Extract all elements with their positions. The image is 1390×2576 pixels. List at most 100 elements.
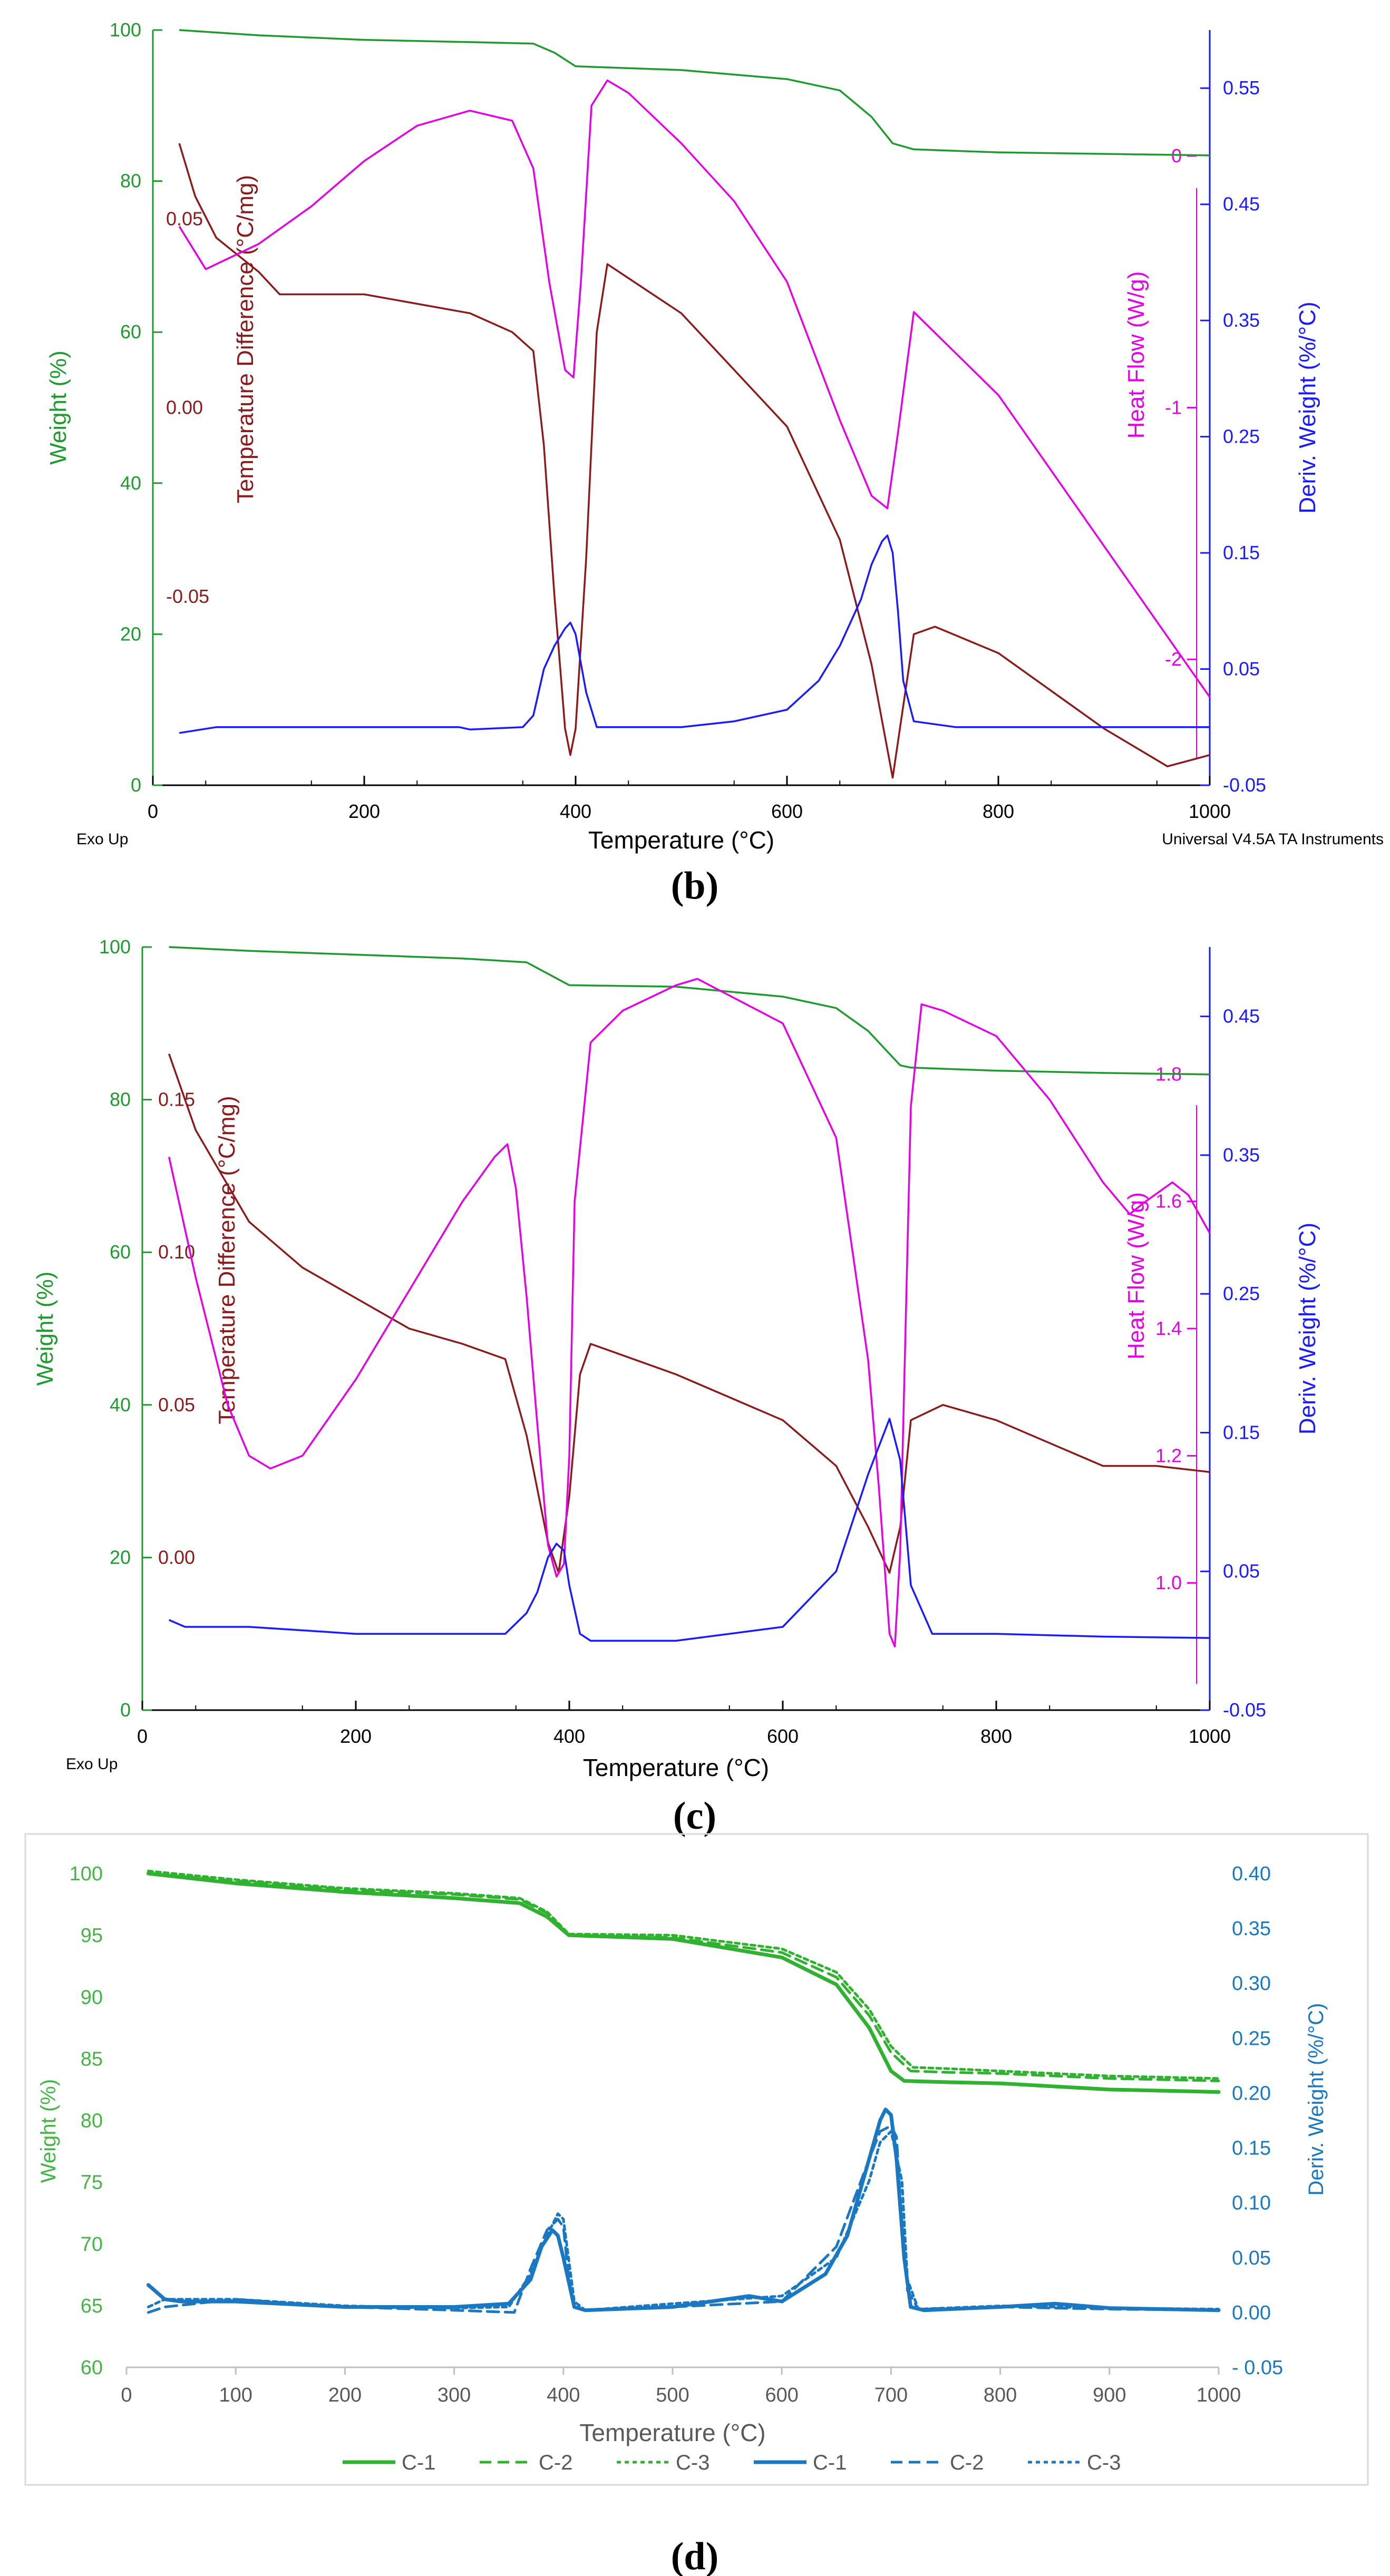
temp-diff-tick-label: 0.05 [166,208,203,229]
right-tick-label: 0.45 [1223,1006,1260,1027]
series-left-c-1-line [146,1871,1221,2094]
deriv-axis-title: Deriv. Weight (%/°C) [1295,1223,1320,1435]
left-tick-label: 90 [81,1986,103,2008]
x-tick-label: 400 [560,801,591,822]
left-tick-label: 85 [81,2048,103,2070]
right-tick-label: 0.15 [1223,542,1260,563]
series-inner_right-line [178,79,1211,698]
x-axis-title: Temperature (°C) [588,826,774,854]
temp-diff-tick-label: -0.05 [166,586,209,607]
deriv-axis-title: Deriv. Weight (%/°C) [1295,301,1320,513]
x-tick-label: 500 [656,2384,689,2406]
right-tick-label: -0.05 [1223,774,1266,796]
x-tick-label: 900 [1093,2384,1126,2406]
left-tick-label: 80 [81,2110,103,2132]
right-tick-label: 0.35 [1223,1144,1260,1166]
temp-diff-tick-label: 0.05 [158,1394,195,1416]
heat-flow-tick-label: 1.6 [1155,1191,1182,1212]
x-tick-label: 800 [984,2384,1017,2406]
legend-label: C-1 [402,2451,435,2474]
heat-flow-tick-label: 1.2 [1155,1445,1182,1466]
x-tick-label: 400 [547,2384,580,2406]
x-tick-label: 700 [874,2384,908,2406]
series-right-c-3-line [147,2130,1220,2312]
weight-axis-title: Weight (%) [37,2079,60,2183]
x-tick-label: 1000 [1189,801,1231,822]
heat-flow-tick-label: -2 [1165,648,1182,670]
right-tick-label: 0.10 [1232,2192,1271,2214]
right-tick-label: 0.15 [1232,2138,1271,2160]
temp-diff-tick-label: 0.15 [158,1089,195,1110]
left-tick-label: 100 [110,19,141,41]
x-tick-label: 400 [553,1725,585,1747]
left-tick-label: 100 [99,936,131,958]
right-tick-label: 0.30 [1232,1973,1271,1995]
left-tick-label: 100 [70,1863,103,1885]
x-tick-label: 800 [980,1725,1012,1747]
series-left-c-2-line [147,1872,1220,2082]
legend-label: C-2 [950,2451,984,2474]
left-tick-label: 20 [120,623,141,645]
panel-caption: (b) [671,864,718,908]
instrument-label: Universal V4.5A TA Instruments [1162,831,1384,848]
right-tick-label: 0.05 [1223,1560,1260,1582]
left-tick-label: 0 [131,774,141,796]
panel-d-frame [24,1833,1369,2486]
x-axis-title: Temperature (°C) [583,1754,769,1781]
heat-flow-axis-title: Heat Flow (W/g) [1123,271,1149,439]
temp-diff-axis-title: Temperature Difference (°C/mg) [232,175,258,503]
panel-caption: (d) [671,2535,718,2576]
x-tick-label: 600 [771,801,803,822]
x-tick-label: 0 [137,1725,148,1747]
right-tick-label: 0.55 [1223,77,1260,99]
x-tick-label: 300 [438,2384,471,2406]
legend-label: C-3 [676,2451,709,2474]
x-tick-label: 600 [767,1725,799,1747]
right-tick-label: 0.15 [1223,1421,1260,1443]
right-tick-label: -0.05 [1223,1699,1266,1721]
x-tick-label: 800 [983,801,1014,822]
series-inner_left-line [168,1053,1210,1574]
exo-up-label: Exo Up [76,831,128,848]
series-right-line [168,1418,1210,1642]
right-tick-label: 0.05 [1232,2247,1271,2269]
x-tick-label: 100 [219,2384,252,2406]
right-tick-label: 0.20 [1232,2082,1271,2104]
series-right-line [179,534,1210,734]
panel-caption: (c) [673,1794,716,1838]
left-tick-label: 65 [81,2295,103,2317]
right-tick-label: 0.35 [1232,1918,1271,1940]
right-tick-label: 0.45 [1223,193,1260,215]
left-tick-label: 80 [110,1089,131,1110]
right-tick-label: 0.40 [1232,1863,1271,1885]
x-tick-label: 200 [328,2384,362,2406]
right-tick-label: 0.25 [1223,426,1260,447]
right-tick-label: 0.25 [1232,2027,1271,2050]
x-tick-label: 1000 [1189,1725,1231,1747]
left-tick-label: 0 [120,1699,131,1721]
x-tick-label: 600 [765,2384,798,2406]
temp-diff-axis-title: Temperature Difference (°C/mg) [214,1096,240,1424]
heat-flow-tick-label: 1.0 [1155,1572,1182,1594]
exo-up-label: Exo Up [66,1755,118,1773]
legend-label: C-1 [813,2451,847,2474]
x-tick-label: 200 [340,1725,372,1747]
series-inner_right-line [168,978,1211,1648]
panel-d: 0 100 200 300 400 500 600 700 800 900 1000 Temperat… [24,1833,1369,2576]
right-tick-label: 0.35 [1223,309,1260,331]
x-tick-label: 200 [348,801,380,822]
left-tick-label: 60 [120,321,141,343]
x-tick-label: 0 [148,801,158,822]
temp-diff-tick-label: 0.00 [158,1546,195,1568]
series-right-c-1-line [146,2107,1221,2312]
right-tick-label: 0.05 [1223,658,1260,680]
series-left-line [169,946,1210,1076]
heat-flow-tick-label: -1 [1165,397,1182,418]
left-tick-label: 60 [110,1241,131,1263]
legend-label: C-2 [539,2451,572,2474]
left-tick-label: 40 [110,1394,131,1416]
heat-flow-axis-title: Heat Flow (W/g) [1123,1192,1149,1360]
